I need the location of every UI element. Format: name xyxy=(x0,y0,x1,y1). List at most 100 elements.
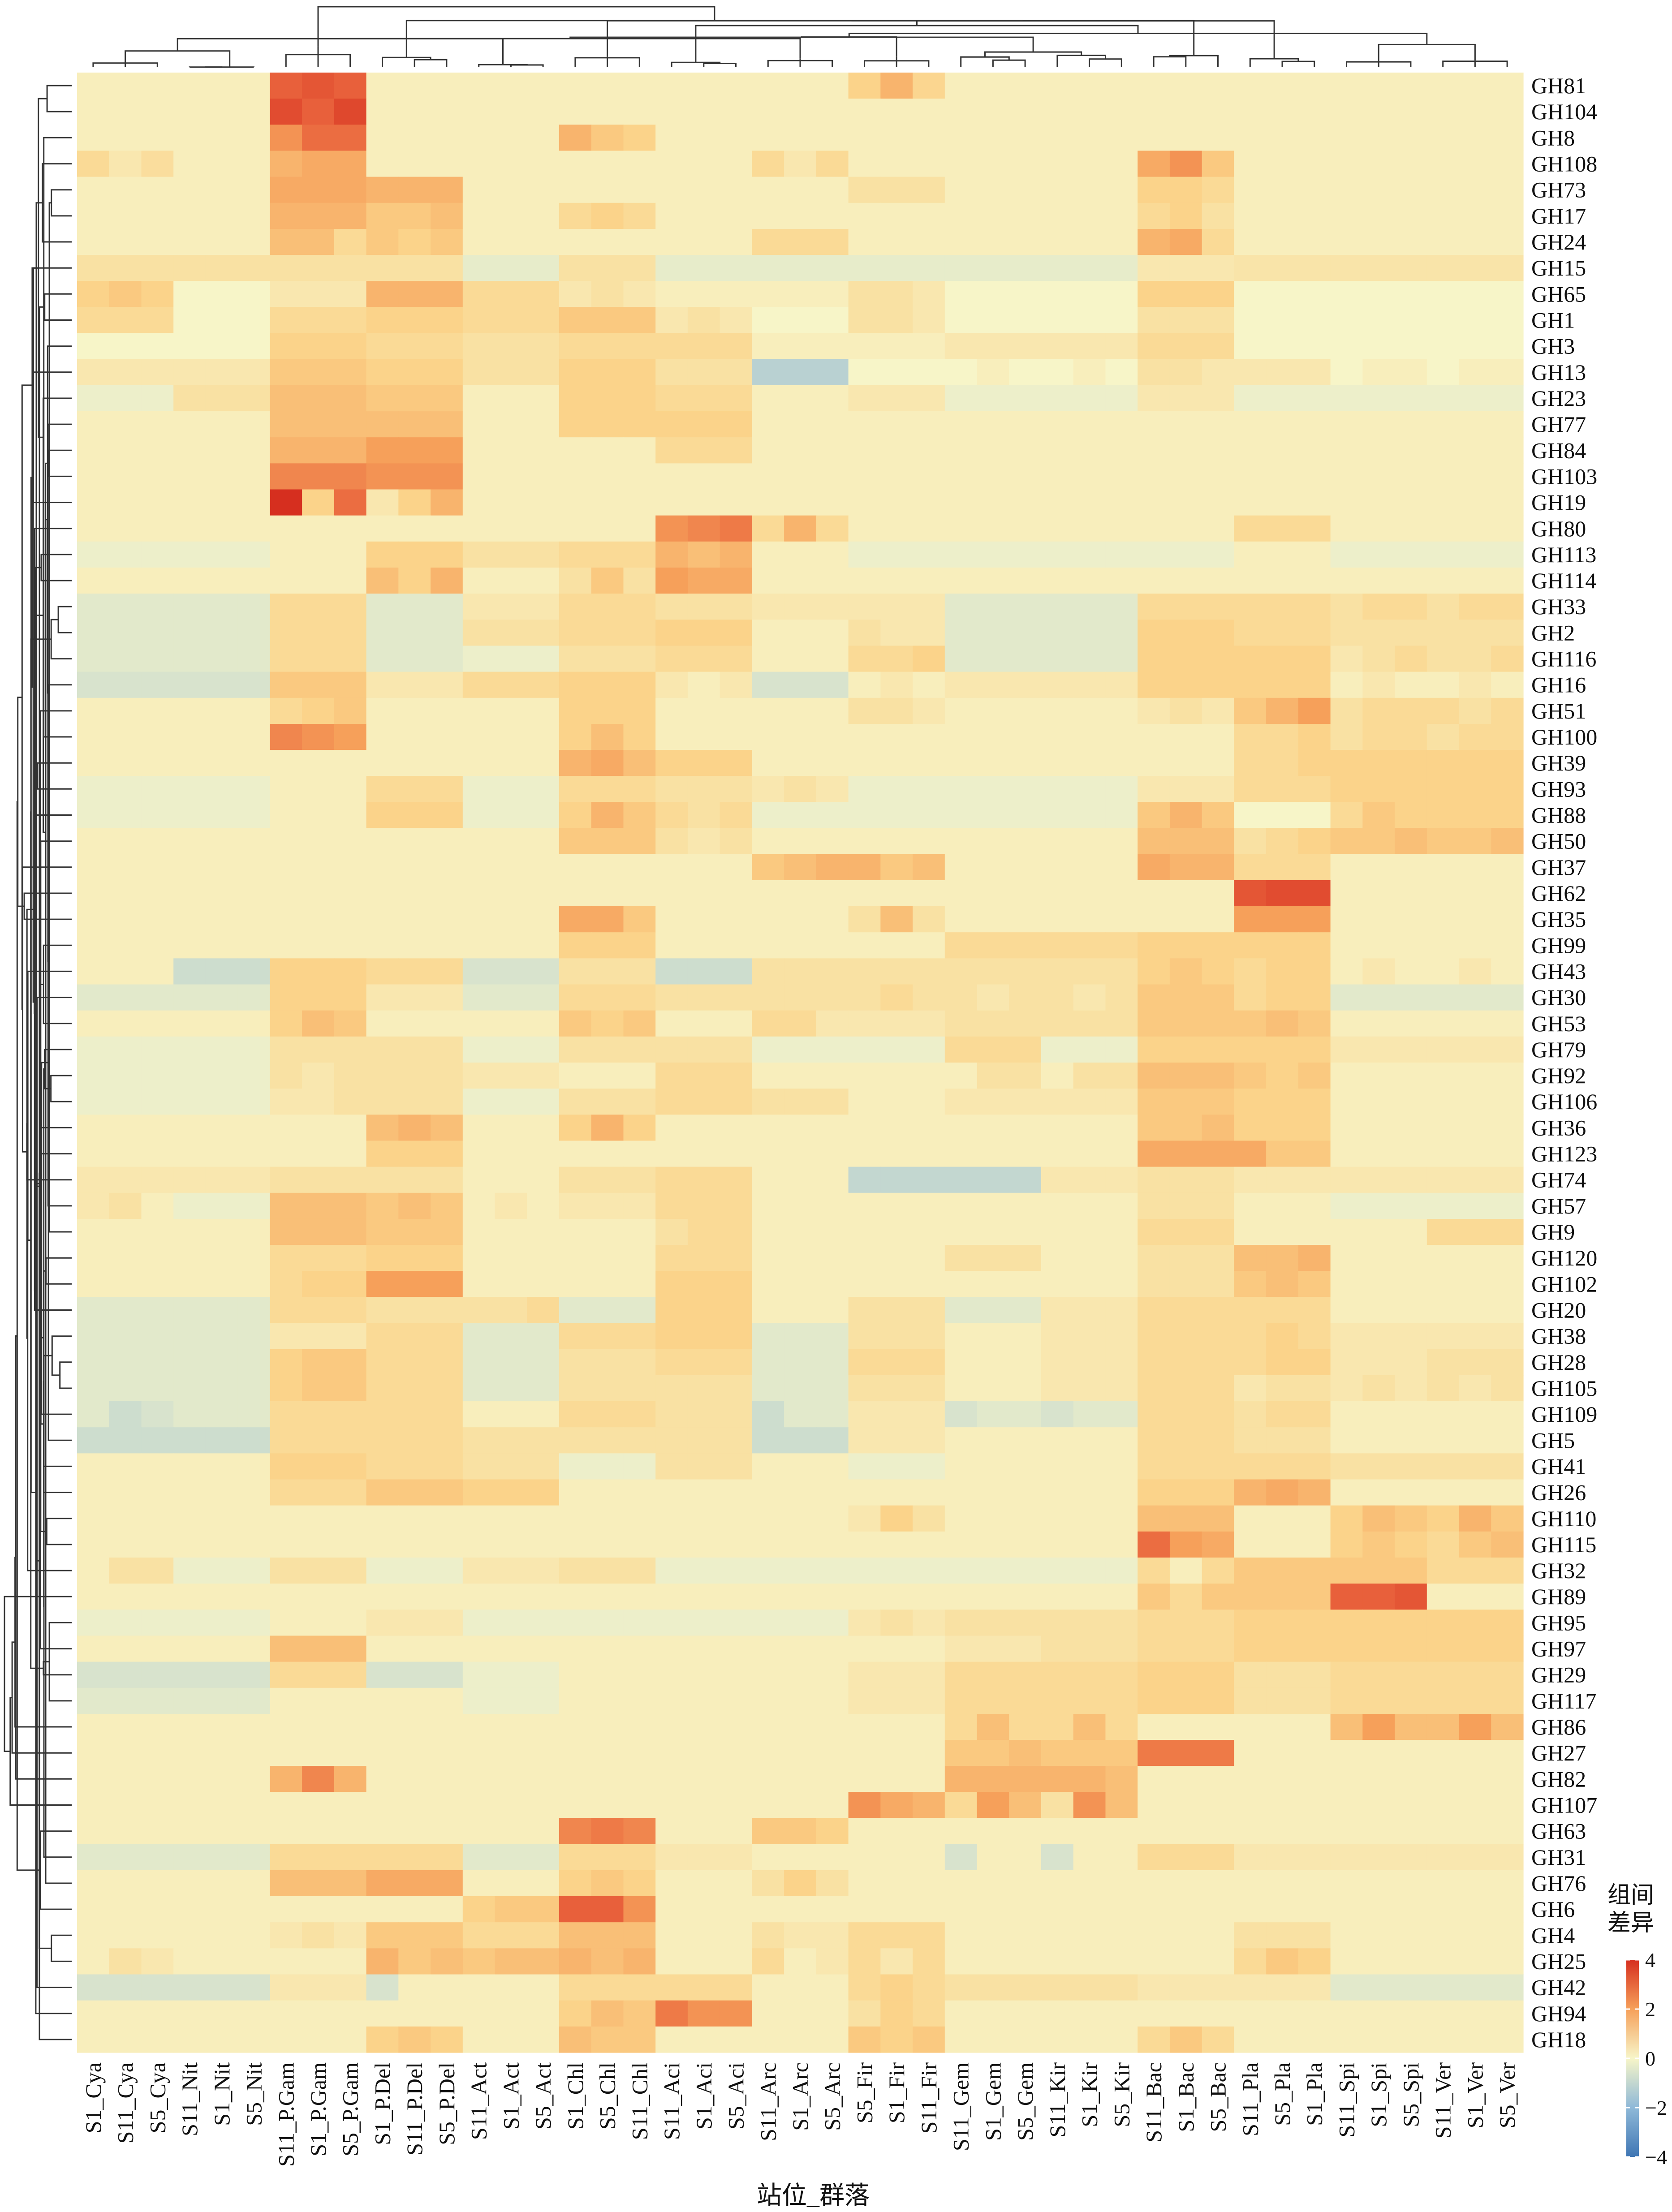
heatmap-cell xyxy=(462,646,496,672)
heatmap-cell xyxy=(559,568,592,594)
heatmap-cell xyxy=(880,255,913,281)
heatmap-cell xyxy=(205,1271,238,1298)
heatmap-cell xyxy=(173,1479,206,1506)
heatmap-cell xyxy=(848,1427,881,1454)
column-label: S5_Act xyxy=(530,2062,556,2130)
heatmap-cell xyxy=(1266,1010,1299,1037)
heatmap-cell xyxy=(559,541,592,568)
heatmap-cell xyxy=(431,1166,463,1193)
heatmap-cell xyxy=(141,1401,174,1428)
heatmap-cell xyxy=(752,1218,784,1245)
heatmap-cell xyxy=(1202,802,1234,829)
heatmap-cell xyxy=(1202,1218,1234,1245)
heatmap-cell xyxy=(462,1635,496,1662)
heatmap-cell xyxy=(1073,723,1106,750)
heatmap-cell xyxy=(1041,932,1074,959)
heatmap-cell xyxy=(1138,620,1170,646)
heatmap-cell xyxy=(270,697,302,724)
heatmap-cell xyxy=(1330,307,1363,334)
heatmap-cell xyxy=(816,1635,849,1662)
heatmap-cell xyxy=(173,568,206,594)
heatmap-cell xyxy=(752,1766,784,1793)
heatmap-cell xyxy=(1138,1974,1170,2001)
heatmap-cell xyxy=(1459,1792,1491,1819)
heatmap-cell xyxy=(302,1063,335,1089)
heatmap-cell xyxy=(1009,697,1042,724)
heatmap-cell xyxy=(462,333,496,360)
heatmap-cell xyxy=(848,1661,881,1688)
heatmap-cell xyxy=(205,255,238,281)
heatmap-cell xyxy=(1395,1271,1427,1298)
heatmap-cell xyxy=(527,1192,560,1219)
heatmap-cell xyxy=(431,1792,463,1819)
column-label: S11_Chl xyxy=(627,2062,652,2140)
heatmap-cell xyxy=(1426,1896,1460,1923)
heatmap-cell xyxy=(462,2026,496,2053)
heatmap-cell xyxy=(1298,1870,1331,1897)
heatmap-cell xyxy=(141,1063,174,1089)
heatmap-cell xyxy=(1395,2000,1427,2027)
heatmap-cell xyxy=(1491,1427,1524,1454)
heatmap-cell xyxy=(366,1479,399,1506)
heatmap-cell xyxy=(398,202,431,229)
heatmap-cell xyxy=(1362,1115,1395,1141)
heatmap-cell xyxy=(623,1792,656,1819)
heatmap-cell xyxy=(1491,2026,1524,2053)
heatmap-cell xyxy=(141,1140,174,1167)
heatmap-cell xyxy=(366,1063,399,1089)
heatmap-cell xyxy=(334,1323,367,1350)
heatmap-cell xyxy=(1459,1948,1491,1975)
heatmap-cell xyxy=(880,1740,913,1766)
heatmap-cell xyxy=(1426,1713,1460,1740)
heatmap-cell xyxy=(237,489,270,516)
heatmap-cell xyxy=(1138,1531,1170,1558)
heatmap-cell xyxy=(559,1922,592,1949)
heatmap-cell xyxy=(559,411,592,438)
heatmap-cell xyxy=(1105,1505,1138,1532)
row-label: GH108 xyxy=(1531,151,1597,176)
heatmap-cell xyxy=(816,125,849,151)
heatmap-cell xyxy=(1395,176,1427,203)
heatmap-cell xyxy=(1491,1401,1524,1428)
heatmap-cell xyxy=(1138,411,1170,438)
heatmap-cell xyxy=(977,333,1009,360)
heatmap-cell xyxy=(1491,2000,1524,2027)
heatmap-cell xyxy=(1298,541,1331,568)
dendrogram-branch xyxy=(478,64,528,67)
heatmap-cell xyxy=(1009,1166,1042,1193)
heatmap-cell xyxy=(944,333,978,360)
heatmap-cell xyxy=(784,854,817,881)
heatmap-cell xyxy=(1202,568,1234,594)
heatmap-cell xyxy=(1073,1713,1106,1740)
heatmap-cell xyxy=(431,307,463,334)
heatmap-cell xyxy=(1009,1870,1042,1897)
heatmap-cell xyxy=(77,1661,110,1688)
heatmap-cell xyxy=(623,1505,656,1532)
heatmap-cell xyxy=(1009,1713,1042,1740)
heatmap-cell xyxy=(270,333,302,360)
heatmap-cell xyxy=(623,802,656,829)
heatmap-cell xyxy=(977,1635,1009,1662)
heatmap-cell xyxy=(302,1558,335,1584)
heatmap-cell xyxy=(1138,776,1170,803)
heatmap-cell xyxy=(1330,99,1363,125)
heatmap-cell xyxy=(1298,1818,1331,1845)
heatmap-cell xyxy=(1041,723,1074,750)
heatmap-cell xyxy=(720,1531,752,1558)
heatmap-cell xyxy=(623,697,656,724)
heatmap-cell xyxy=(109,828,142,855)
heatmap-cell xyxy=(334,1166,367,1193)
heatmap-cell xyxy=(1459,1558,1491,1584)
heatmap-cell xyxy=(173,1740,206,1766)
heatmap-cell xyxy=(655,1922,688,1949)
heatmap-cell xyxy=(173,1245,206,1271)
heatmap-cell xyxy=(913,1089,945,1115)
heatmap-cell xyxy=(1234,437,1267,464)
heatmap-cell xyxy=(1234,1166,1267,1193)
heatmap-cell xyxy=(1009,1584,1042,1610)
heatmap-cell xyxy=(334,1558,367,1584)
heatmap-cell xyxy=(752,463,784,490)
heatmap-cell xyxy=(720,281,752,308)
heatmap-cell xyxy=(366,1896,399,1923)
heatmap-cell xyxy=(1169,776,1202,803)
